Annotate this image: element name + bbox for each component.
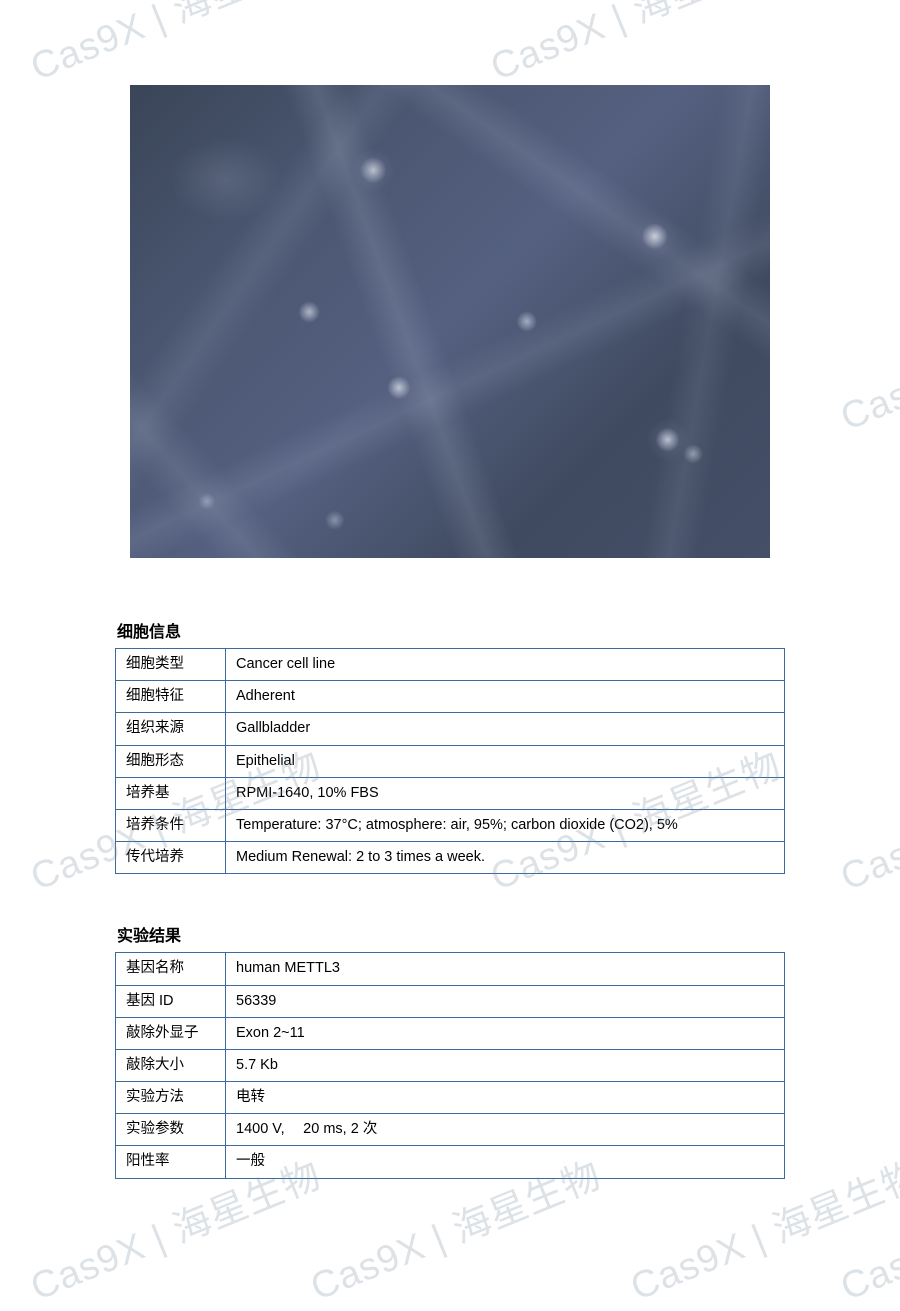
table-row: 细胞形态Epithelial	[116, 745, 785, 777]
row-value: 5.7 Kb	[226, 1049, 785, 1081]
cell-microscopy-image	[130, 85, 770, 558]
row-value: 56339	[226, 985, 785, 1017]
table-row: 细胞类型Cancer cell line	[116, 649, 785, 681]
row-label: 细胞形态	[116, 745, 226, 777]
row-value: Temperature: 37°C; atmosphere: air, 95%;…	[226, 809, 785, 841]
row-label: 组织来源	[116, 713, 226, 745]
table-row: 敲除外显子Exon 2~11	[116, 1017, 785, 1049]
row-label: 基因 ID	[116, 985, 226, 1017]
table-row: 培养基RPMI-1640, 10% FBS	[116, 777, 785, 809]
table-row: 敲除大小5.7 Kb	[116, 1049, 785, 1081]
table-row: 实验参数1400 V, 20 ms, 2 次	[116, 1114, 785, 1146]
row-label: 细胞特征	[116, 681, 226, 713]
experiment-section: 实验结果 基因名称human METTL3基因 ID56339敲除外显子Exon…	[115, 922, 785, 1178]
row-label: 细胞类型	[116, 649, 226, 681]
experiment-tbody: 基因名称human METTL3基因 ID56339敲除外显子Exon 2~11…	[116, 953, 785, 1178]
table-row: 阳性率一般	[116, 1146, 785, 1178]
row-value: RPMI-1640, 10% FBS	[226, 777, 785, 809]
table-row: 实验方法电转	[116, 1082, 785, 1114]
row-value: Cancer cell line	[226, 649, 785, 681]
table-row: 传代培养Medium Renewal: 2 to 3 times a week.	[116, 842, 785, 874]
row-value: 一般	[226, 1146, 785, 1178]
row-label: 敲除大小	[116, 1049, 226, 1081]
cell-info-tbody: 细胞类型Cancer cell line细胞特征Adherent组织来源Gall…	[116, 649, 785, 874]
table-row: 细胞特征Adherent	[116, 681, 785, 713]
row-value: Gallbladder	[226, 713, 785, 745]
row-value: Medium Renewal: 2 to 3 times a week.	[226, 842, 785, 874]
row-label: 实验参数	[116, 1114, 226, 1146]
row-value: 电转	[226, 1082, 785, 1114]
table-row: 基因 ID56339	[116, 985, 785, 1017]
table-row: 培养条件Temperature: 37°C; atmosphere: air, …	[116, 809, 785, 841]
row-value: Epithelial	[226, 745, 785, 777]
row-label: 基因名称	[116, 953, 226, 985]
table-row: 基因名称human METTL3	[116, 953, 785, 985]
cell-info-title: 细胞信息	[115, 618, 785, 642]
row-value: human METTL3	[226, 953, 785, 985]
row-label: 敲除外显子	[116, 1017, 226, 1049]
cell-info-section: 细胞信息 细胞类型Cancer cell line细胞特征Adherent组织来…	[115, 618, 785, 874]
row-label: 培养基	[116, 777, 226, 809]
experiment-table: 基因名称human METTL3基因 ID56339敲除外显子Exon 2~11…	[115, 952, 785, 1178]
row-value: Adherent	[226, 681, 785, 713]
row-label: 培养条件	[116, 809, 226, 841]
document-page: 细胞信息 细胞类型Cancer cell line细胞特征Adherent组织来…	[0, 0, 900, 1267]
experiment-title: 实验结果	[115, 922, 785, 946]
row-label: 实验方法	[116, 1082, 226, 1114]
table-row: 组织来源Gallbladder	[116, 713, 785, 745]
row-label: 阳性率	[116, 1146, 226, 1178]
row-value: 1400 V, 20 ms, 2 次	[226, 1114, 785, 1146]
row-value: Exon 2~11	[226, 1017, 785, 1049]
cell-info-table: 细胞类型Cancer cell line细胞特征Adherent组织来源Gall…	[115, 648, 785, 874]
row-label: 传代培养	[116, 842, 226, 874]
